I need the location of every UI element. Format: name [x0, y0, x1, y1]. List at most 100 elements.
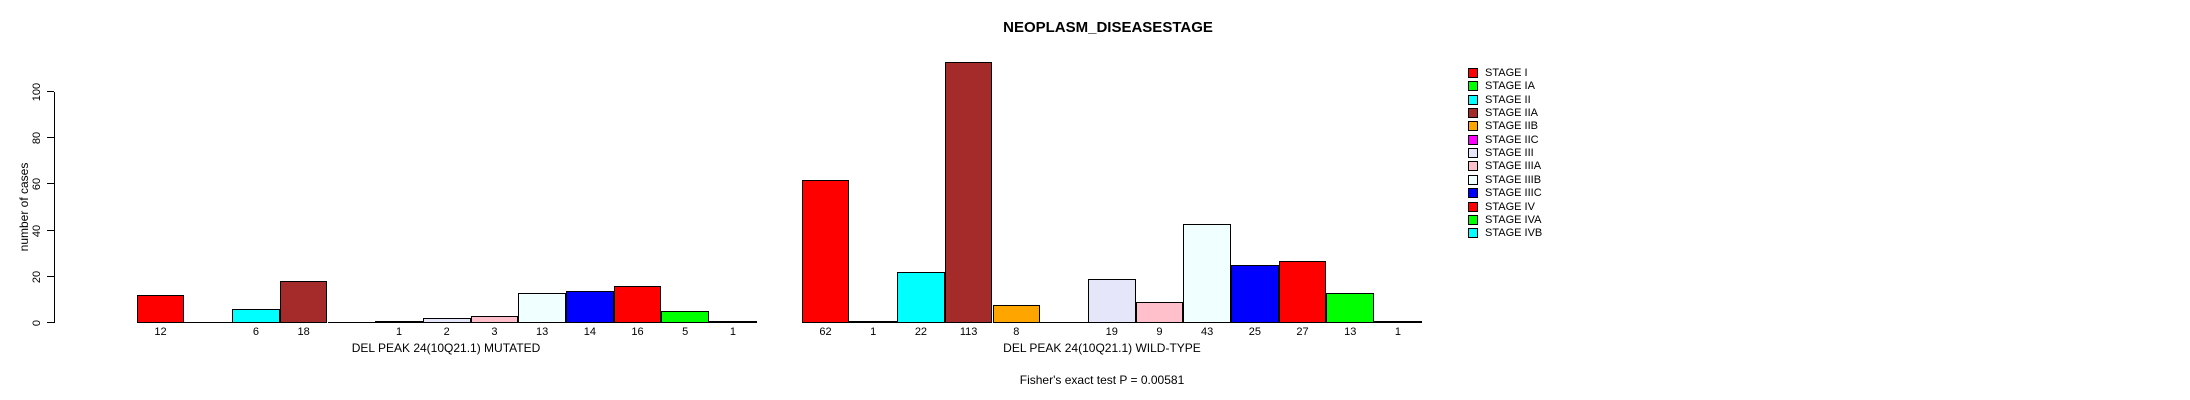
legend-swatch — [1468, 174, 1478, 185]
bar — [1278, 260, 1327, 323]
zero-bar-line — [327, 322, 376, 323]
bar — [1326, 292, 1375, 323]
bar — [1135, 302, 1184, 323]
bar-value-label: 25 — [1248, 326, 1261, 338]
bar — [1231, 265, 1279, 323]
zero-bar-line — [1040, 322, 1088, 323]
bar — [279, 281, 328, 323]
legend-item: STAGE IV — [1468, 200, 1535, 214]
bar-value-label: 5 — [682, 326, 689, 338]
bar — [1183, 223, 1231, 323]
legend-swatch — [1468, 161, 1478, 172]
bar-value-label: 27 — [1296, 326, 1309, 338]
legend-label: STAGE IIIA — [1485, 160, 1542, 173]
legend-label: STAGE IV — [1485, 200, 1535, 213]
y-tick — [47, 275, 54, 277]
bar-value-label: 12 — [154, 326, 167, 338]
legend-item: STAGE IIC — [1468, 133, 1539, 147]
bar-value-label: 9 — [1156, 326, 1163, 338]
x-axis-label-wild-type: DEL PEAK 24(10Q21.1) WILD-TYPE — [1003, 341, 1201, 355]
y-axis-label: number of cases — [17, 162, 31, 252]
bar-value-label: 14 — [583, 326, 596, 338]
legend-label: STAGE IIB — [1485, 120, 1538, 133]
bar-value-label: 13 — [1344, 326, 1357, 338]
bar-value-label: 113 — [959, 326, 978, 338]
legend-swatch — [1468, 94, 1478, 105]
legend-swatch — [1468, 68, 1478, 78]
legend-swatch — [1468, 81, 1478, 92]
bar — [1374, 320, 1422, 323]
y-tick-label: 80 — [31, 132, 43, 145]
bar-value-label: 6 — [252, 326, 259, 338]
legend-swatch — [1468, 134, 1478, 145]
legend-label: STAGE IIA — [1485, 107, 1538, 120]
legend-swatch — [1468, 201, 1478, 212]
legend-item: STAGE III — [1468, 146, 1534, 160]
legend-item: STAGE IVA — [1468, 213, 1541, 227]
legend-swatch — [1468, 214, 1478, 225]
bar-value-label: 62 — [819, 326, 832, 338]
legend-label: STAGE IIIC — [1485, 187, 1542, 200]
bar — [709, 320, 757, 323]
fisher-test-note: Fisher's exact test P = 0.00581 — [1019, 373, 1185, 387]
bar — [992, 304, 1041, 323]
legend-label: STAGE II — [1485, 93, 1531, 106]
y-tick — [47, 183, 54, 185]
bar-value-label: 18 — [297, 326, 310, 338]
y-tick-label: 20 — [31, 270, 43, 283]
bar — [470, 316, 519, 323]
legend-item: STAGE IVB — [1468, 226, 1542, 240]
legend-item: STAGE IIA — [1468, 106, 1538, 120]
chart-title: NEOPLASM_DISEASESTAGE — [1003, 19, 1213, 36]
bar-value-label: 2 — [443, 326, 450, 338]
bar-value-label: 19 — [1105, 326, 1118, 338]
bar — [613, 286, 662, 323]
legend-label: STAGE III — [1485, 147, 1534, 160]
y-tick-label: 100 — [31, 82, 43, 102]
bar — [801, 179, 850, 323]
bar-value-label: 22 — [914, 326, 928, 338]
legend-swatch — [1468, 188, 1478, 199]
y-tick — [47, 229, 54, 231]
bar-value-label: 1 — [729, 326, 736, 338]
y-tick-label: 40 — [31, 224, 43, 237]
y-axis-line — [54, 91, 55, 323]
legend-label: STAGE IIIB — [1485, 173, 1542, 186]
legend-label: STAGE IA — [1485, 80, 1535, 93]
legend-label: STAGE IIC — [1485, 133, 1539, 146]
legend-item: STAGE IA — [1468, 79, 1535, 93]
legend-swatch — [1468, 148, 1478, 159]
bar — [849, 320, 898, 323]
legend-swatch — [1468, 121, 1478, 132]
bar — [1087, 279, 1136, 323]
legend-swatch — [1468, 108, 1478, 119]
legend-item: STAGE IIB — [1468, 119, 1538, 133]
y-tick-label: 0 — [31, 319, 43, 327]
bar — [897, 272, 945, 323]
legend-item: STAGE I — [1468, 66, 1528, 80]
bar-value-label: 16 — [631, 326, 644, 338]
y-tick — [47, 137, 54, 139]
bar — [944, 61, 993, 323]
bar — [375, 320, 423, 323]
bar — [232, 309, 280, 323]
legend-label: STAGE I — [1485, 67, 1528, 79]
legend-label: STAGE IVB — [1485, 227, 1543, 240]
bar — [566, 290, 614, 323]
legend-item: STAGE II — [1468, 93, 1531, 107]
bar-value-label: 1 — [1394, 326, 1401, 338]
legend-item: STAGE IIIB — [1468, 173, 1541, 187]
bar-value-label: 8 — [1013, 326, 1020, 338]
y-tick-label: 60 — [31, 178, 43, 191]
bar-value-label: 1 — [870, 326, 877, 338]
bar — [422, 318, 471, 323]
legend-item: STAGE IIIA — [1468, 159, 1541, 173]
legend-label: STAGE IVA — [1485, 213, 1542, 226]
y-tick — [47, 91, 54, 92]
legend-swatch — [1468, 228, 1478, 239]
bar-value-label: 3 — [491, 326, 498, 338]
zero-bar-line — [184, 322, 233, 323]
bar — [661, 311, 710, 323]
bar — [518, 292, 566, 323]
